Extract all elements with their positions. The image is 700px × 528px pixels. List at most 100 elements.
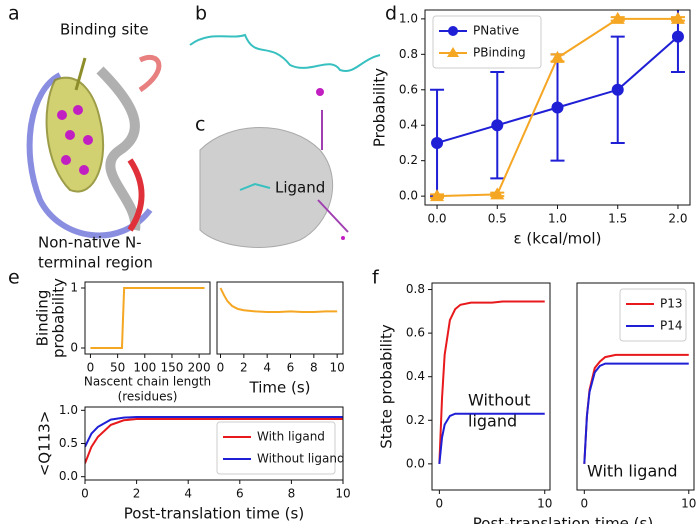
x-tick-label: 6 <box>287 361 295 375</box>
illustration-b <box>189 33 381 96</box>
y-tick-label: 0.0 <box>406 456 425 470</box>
marker <box>491 119 504 132</box>
illustration-c <box>199 110 349 248</box>
marker <box>610 11 625 24</box>
y-axis-label: <Q113> <box>36 411 54 477</box>
x-tick-label: 0.0 <box>427 212 446 226</box>
x-tick-label: 10 <box>335 487 350 501</box>
y-tick-label: 0.6 <box>399 82 418 96</box>
annotation: Ligand <box>275 179 325 197</box>
x-axis-label: ε (kcal/mol) <box>514 230 602 248</box>
legend-box <box>619 288 687 342</box>
y-axis-label: Probability <box>371 68 389 147</box>
y-tick-label: 0.0 <box>59 469 78 483</box>
illustration-a <box>26 54 162 239</box>
panel-label: b <box>195 3 207 25</box>
legend-box <box>432 15 542 69</box>
x-tick-label: 2.0 <box>668 212 687 226</box>
series-line <box>219 287 338 313</box>
x-axis-label: Post-translation time (s) <box>124 505 304 523</box>
legend-label: P13 <box>660 297 683 311</box>
series-line <box>583 353 689 464</box>
panel-label: f <box>372 267 380 289</box>
x-axis-label: Nascent chain length <box>84 375 211 389</box>
x-tick-label: 4 <box>184 487 192 501</box>
x-tick-label: 2 <box>240 361 248 375</box>
panel-label: e <box>8 267 20 289</box>
plot-area <box>438 300 545 464</box>
marker <box>670 11 685 24</box>
y-tick-label: 1.0 <box>59 403 78 417</box>
annotation: With ligand <box>587 462 678 481</box>
x-tick-label: 6 <box>236 487 244 501</box>
x-tick-label: 50 <box>110 361 125 375</box>
x-tick-label: 10 <box>681 497 696 511</box>
marker <box>551 101 564 114</box>
plot-area <box>85 415 343 464</box>
y-tick-label: 0.4 <box>406 369 425 383</box>
x-axis-label: (residues) <box>118 390 178 404</box>
annotation: terminal region <box>38 254 153 272</box>
axes-frame <box>424 9 691 206</box>
y-tick-label: 0.8 <box>399 47 418 61</box>
y-tick-label: 0.5 <box>59 436 78 450</box>
x-tick-label: 0.5 <box>488 212 507 226</box>
series-line <box>438 412 545 464</box>
y-tick-label: 0.0 <box>399 189 418 203</box>
marker <box>550 50 565 63</box>
x-tick-label: 0 <box>580 497 588 511</box>
x-tick-label: 100 <box>133 361 156 375</box>
axes-frame <box>84 281 211 355</box>
x-axis-label: Time (s) <box>249 379 311 397</box>
x-tick-label: 0 <box>87 361 95 375</box>
x-tick-label: 1.5 <box>608 212 627 226</box>
legend-label: Without ligand <box>257 452 345 466</box>
x-tick-label: 4 <box>263 361 271 375</box>
legend-label: P14 <box>660 319 683 333</box>
x-tick-label: 0 <box>217 361 225 375</box>
legend-marker <box>448 26 458 36</box>
plot-area <box>430 10 685 202</box>
plot-area <box>583 353 689 464</box>
y-tick-label: 0 <box>70 341 78 355</box>
x-tick-label: 10 <box>537 497 552 511</box>
axes-frame <box>216 281 344 355</box>
plot-area <box>219 287 338 313</box>
series-line <box>85 417 343 464</box>
y-tick-label: 0.4 <box>399 118 418 132</box>
marker <box>671 30 684 43</box>
marker <box>611 83 624 96</box>
series-line <box>438 300 545 464</box>
x-tick-label: 1.0 <box>548 212 567 226</box>
x-tick-label: 150 <box>161 361 184 375</box>
series-line <box>583 362 689 464</box>
annotation: ligand <box>468 412 517 431</box>
axes-frame <box>431 282 551 491</box>
legend-label: PBinding <box>473 46 526 60</box>
y-tick-label: 0.6 <box>406 326 425 340</box>
panel-label: a <box>8 3 20 25</box>
legend-label: With ligand <box>257 430 325 444</box>
series-line <box>85 415 343 448</box>
annotation: Without <box>468 391 531 410</box>
legend-marker <box>447 47 459 57</box>
y-axis-label: State probability <box>378 324 396 449</box>
x-tick-label: 8 <box>310 361 318 375</box>
marker <box>430 189 445 202</box>
legend-label: PNative <box>473 24 519 38</box>
y-axis-label: Binding <box>34 290 52 347</box>
y-tick-label: 0.2 <box>406 413 425 427</box>
y-axis-label: probability <box>50 278 68 358</box>
annotation: Non-native N- <box>38 234 142 252</box>
y-tick-label: 0.2 <box>399 153 418 167</box>
x-tick-label: 2 <box>133 487 141 501</box>
y-tick-label: 1.0 <box>399 11 418 25</box>
legend-box <box>216 421 336 475</box>
x-tick-label: 0 <box>436 497 444 511</box>
marker <box>490 187 505 200</box>
panel-label: d <box>385 3 397 25</box>
x-tick-label: 0 <box>81 487 89 501</box>
plot-area <box>90 287 205 349</box>
axes-frame <box>84 406 344 481</box>
